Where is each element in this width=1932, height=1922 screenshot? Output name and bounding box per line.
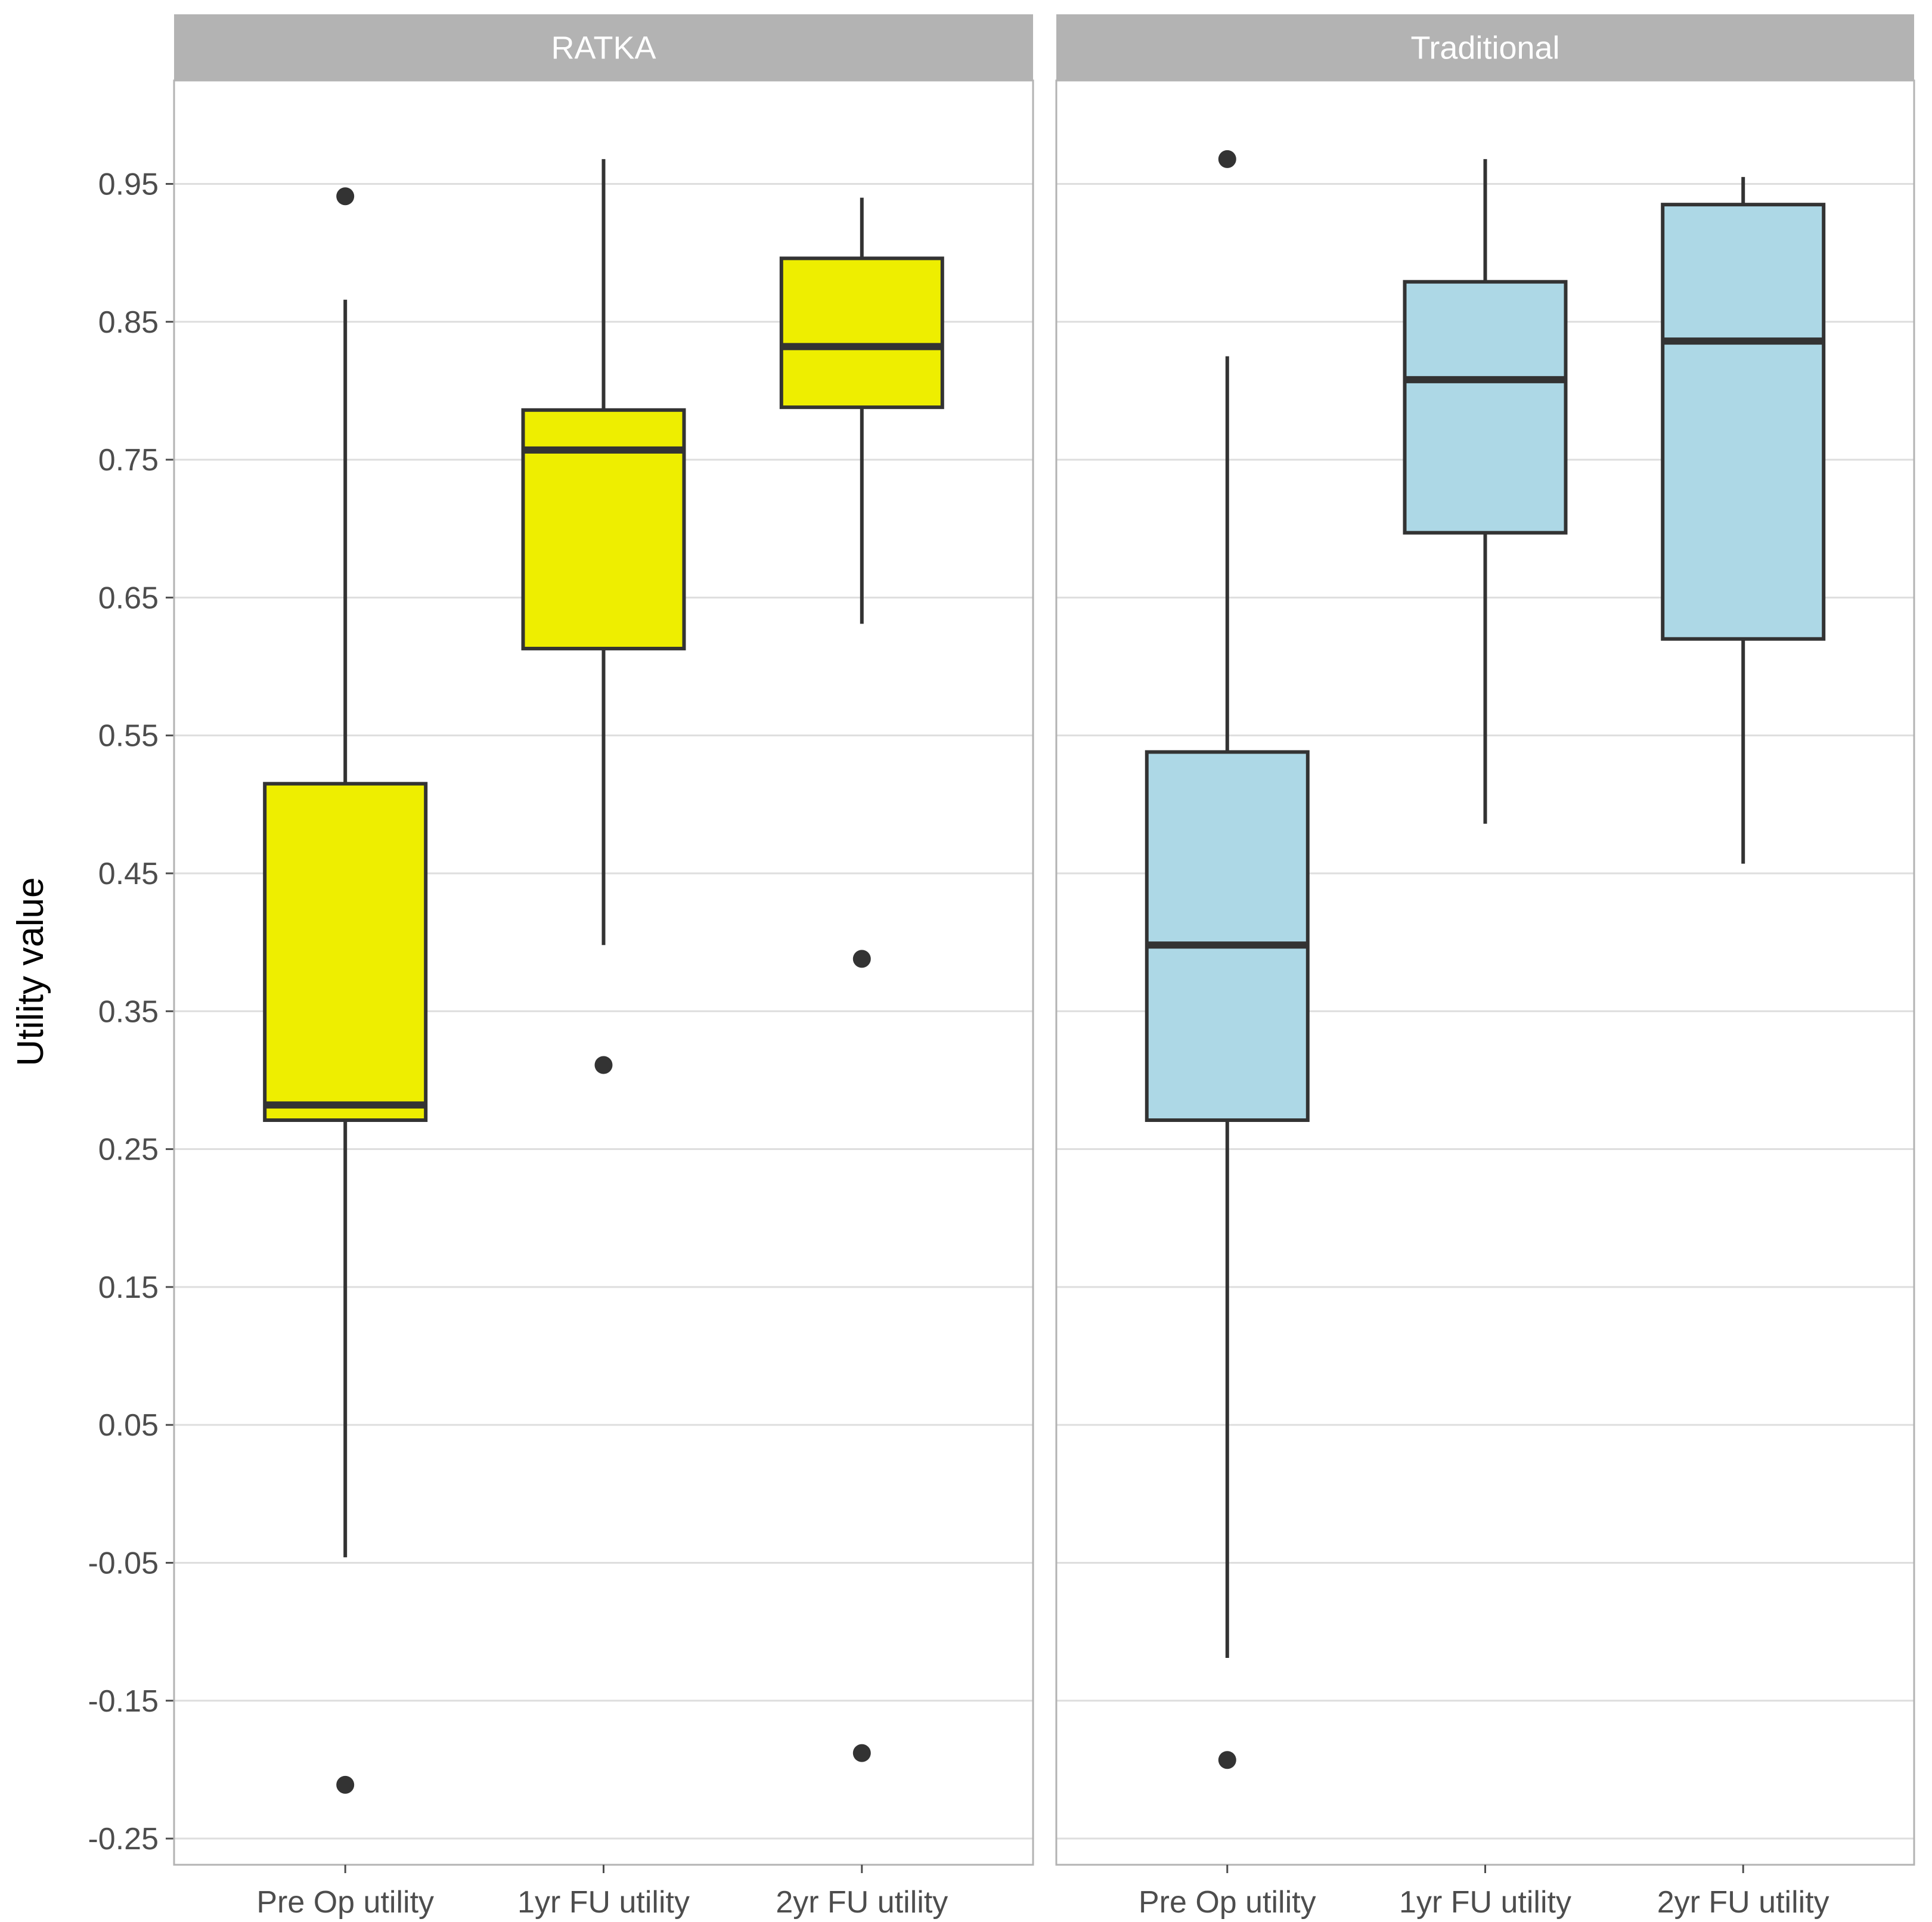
y-tick-label: 0.65 — [98, 581, 159, 615]
box-iqr — [1403, 280, 1568, 535]
box-iqr — [521, 408, 686, 650]
y-tick-label: 0.05 — [98, 1408, 159, 1443]
x-tick-label: 2yr FU utility — [776, 1885, 948, 1920]
x-tick-label: 1yr FU utility — [517, 1885, 690, 1920]
y-tick-label: 0.45 — [98, 857, 159, 891]
facet-strip — [1056, 14, 1914, 80]
y-tick-label: -0.05 — [88, 1546, 159, 1580]
facet-strip-label: RATKA — [551, 30, 656, 66]
y-tick-label: -0.15 — [88, 1684, 159, 1719]
outlier-point — [1218, 1751, 1236, 1769]
box-iqr — [779, 256, 944, 410]
facet-strip — [174, 14, 1033, 80]
y-tick-label: 0.55 — [98, 719, 159, 754]
y-tick-label: 0.15 — [98, 1270, 159, 1305]
outlier-point — [1218, 150, 1236, 168]
outlier-point — [336, 1775, 355, 1794]
facet-strip-label: Traditional — [1410, 30, 1559, 66]
box-iqr — [1661, 203, 1826, 641]
outlier-point — [852, 950, 871, 968]
y-tick-label: -0.25 — [88, 1822, 159, 1856]
box-iqr — [263, 782, 428, 1122]
x-tick-label: 2yr FU utility — [1657, 1885, 1829, 1920]
y-tick-label: 0.75 — [98, 443, 159, 478]
plot-layer: 0.95 0.85 0.75 0.65 0.55 0.45 0.35 0.25 0.15 0.05… — [88, 14, 1915, 1920]
box-iqr — [1145, 750, 1310, 1122]
outlier-point — [852, 1744, 871, 1762]
x-tick-label: Pre Op utility — [256, 1885, 434, 1920]
y-axis-title: Utility value — [10, 878, 51, 1067]
y-tick-label: 0.85 — [98, 305, 159, 340]
x-tick-label: Pre Op utility — [1139, 1885, 1316, 1920]
outlier-point — [594, 1056, 613, 1074]
y-tick-label: 0.95 — [98, 167, 159, 202]
outlier-point — [336, 187, 355, 206]
y-tick-label: 0.35 — [98, 994, 159, 1029]
x-tick-label: 1yr FU utility — [1399, 1885, 1571, 1920]
y-tick-label: 0.25 — [98, 1133, 159, 1167]
